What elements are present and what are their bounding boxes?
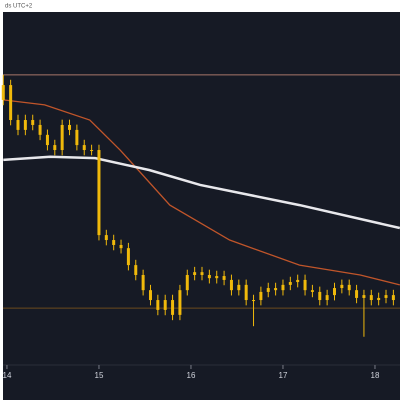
candle-body bbox=[1, 85, 5, 100]
candle-body bbox=[259, 291, 263, 301]
candle-body bbox=[215, 276, 219, 279]
candle-body bbox=[332, 288, 336, 296]
x-tick-label: 16 bbox=[187, 371, 196, 380]
candle-body bbox=[16, 120, 20, 130]
candle-body bbox=[362, 295, 366, 298]
candle-body bbox=[31, 120, 35, 125]
candle-body bbox=[391, 295, 395, 301]
candle-body bbox=[325, 295, 329, 301]
candle-body bbox=[97, 150, 101, 236]
candle-body bbox=[82, 145, 86, 151]
candle-body bbox=[237, 284, 241, 291]
candle-body bbox=[75, 129, 79, 146]
candle-body bbox=[274, 288, 278, 291]
candle-body bbox=[163, 300, 167, 310]
candle-body bbox=[38, 124, 42, 135]
candle-body bbox=[369, 295, 373, 301]
chart-subtitle: ds UTC+2 bbox=[5, 4, 33, 10]
candle-body bbox=[119, 244, 123, 249]
candle-body bbox=[185, 274, 189, 291]
x-tick-label: 17 bbox=[279, 371, 288, 380]
candle-body bbox=[200, 272, 204, 275]
candle-body bbox=[134, 265, 138, 275]
candle-body bbox=[288, 282, 292, 285]
candle-body bbox=[347, 284, 351, 291]
candle-body bbox=[244, 284, 248, 301]
candle-body bbox=[156, 300, 160, 310]
moving-average bbox=[3, 155, 400, 230]
candle-body bbox=[229, 279, 233, 291]
candle-body bbox=[266, 288, 270, 292]
candle-body bbox=[141, 274, 145, 291]
candle-body bbox=[222, 276, 226, 280]
x-tick-label: 15 bbox=[95, 371, 104, 380]
candle-body bbox=[281, 284, 285, 291]
candle-body bbox=[9, 85, 13, 121]
candle-body bbox=[384, 295, 388, 298]
candle-body bbox=[53, 145, 57, 151]
candle-body bbox=[45, 134, 49, 146]
candle-body bbox=[60, 124, 64, 151]
plot-background bbox=[3, 12, 400, 400]
x-tick-label: 18 bbox=[371, 371, 380, 380]
candle-body bbox=[68, 124, 72, 130]
candle-body bbox=[193, 272, 197, 275]
candle-body bbox=[355, 290, 359, 298]
candle-body bbox=[112, 240, 116, 245]
candle-body bbox=[318, 291, 322, 301]
candle-body bbox=[104, 235, 108, 241]
candle-body bbox=[207, 274, 211, 279]
candle-body bbox=[171, 300, 175, 315]
candle-body bbox=[178, 290, 182, 315]
candle-body bbox=[310, 290, 314, 292]
x-tick-label: 14 bbox=[3, 371, 12, 380]
candle-body bbox=[23, 120, 27, 130]
candle-body bbox=[90, 150, 94, 152]
candle-body bbox=[148, 290, 152, 301]
candle-body bbox=[340, 284, 344, 289]
candle-body bbox=[296, 279, 300, 283]
candle-body bbox=[303, 279, 307, 291]
moving-average bbox=[3, 99, 400, 286]
candle-body bbox=[252, 300, 256, 302]
candle-body bbox=[126, 248, 130, 266]
candle-body bbox=[377, 297, 381, 301]
